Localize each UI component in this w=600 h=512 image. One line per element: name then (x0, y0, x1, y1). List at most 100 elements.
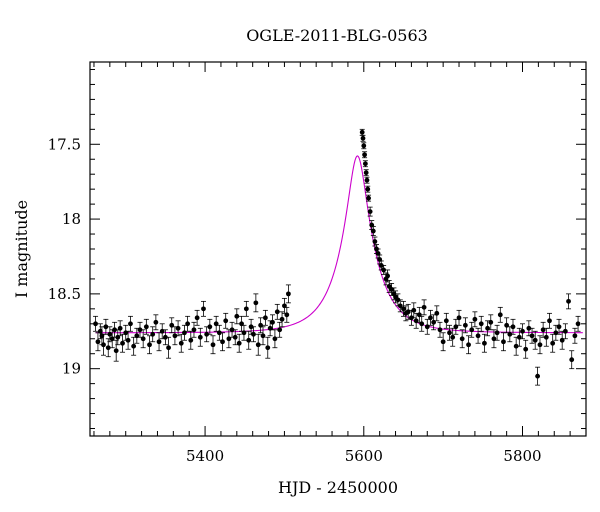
data-point (127, 315, 133, 332)
data-point (234, 308, 240, 325)
data-point (546, 312, 552, 329)
data-point (537, 335, 543, 355)
y-tick-label: 18 (62, 210, 81, 228)
data-point (569, 350, 575, 370)
data-point (93, 315, 99, 332)
data-point (365, 185, 371, 193)
data-point (481, 333, 487, 353)
data-point (550, 333, 556, 353)
data-point (566, 293, 572, 310)
data-point (188, 330, 194, 350)
data-point (150, 326, 156, 343)
data-point (220, 332, 226, 352)
data-point (281, 297, 287, 314)
data-point (362, 160, 368, 168)
data-point (437, 321, 443, 338)
data-point (469, 321, 475, 338)
data-point (440, 332, 446, 352)
data-point (360, 134, 366, 142)
data-point (274, 303, 280, 320)
data-point (166, 336, 172, 359)
x-tick-labels: 5400 5600 5800 (186, 447, 542, 465)
data-point (419, 315, 425, 332)
data-point (434, 305, 440, 322)
y-tick-labels: 17.5 18 18.5 19 (48, 135, 81, 377)
data-point (400, 300, 406, 317)
data-point (443, 312, 449, 329)
data-point (462, 317, 468, 334)
data-point (243, 300, 249, 317)
data-point (459, 329, 465, 349)
y-tick-label: 18.5 (48, 285, 81, 303)
data-point (361, 142, 367, 150)
data-point (250, 326, 256, 343)
data-point (178, 333, 184, 353)
data-point (117, 320, 123, 337)
plot-frame (89, 61, 587, 437)
data-point (279, 311, 285, 328)
data-point (526, 320, 532, 337)
data-point (488, 314, 494, 331)
data-point (169, 317, 175, 334)
data-point (232, 329, 238, 346)
data-point (532, 330, 538, 350)
data-point (143, 318, 149, 335)
data-point (185, 315, 191, 332)
data-point (260, 326, 266, 346)
data-point (95, 332, 101, 352)
data-point (466, 335, 472, 355)
data-point (367, 206, 373, 217)
data-point (363, 169, 369, 177)
data-point (572, 327, 578, 344)
data-point (285, 284, 291, 304)
data-point (131, 336, 137, 356)
data-point (181, 324, 187, 341)
axis-ticks (90, 62, 587, 436)
data-point (107, 326, 113, 343)
data-point (210, 335, 216, 355)
data-point (194, 309, 200, 326)
data-point (456, 309, 462, 326)
y-tick-label: 19 (62, 360, 81, 378)
x-axis-label: HJD - 2450000 (278, 478, 398, 497)
data-point (120, 333, 126, 353)
x-tick-label: 5600 (345, 447, 383, 465)
data-point (241, 324, 247, 341)
data-point (372, 236, 378, 247)
data-point (421, 299, 427, 316)
data-point (262, 309, 268, 326)
data-point (575, 315, 581, 332)
data-point (559, 330, 565, 350)
data-point (411, 302, 417, 319)
data-point (562, 323, 568, 340)
data-point (223, 312, 229, 329)
data-point (491, 329, 497, 349)
data-point (200, 300, 206, 317)
data-points (93, 128, 581, 386)
data-point (370, 226, 376, 236)
data-point (175, 320, 181, 337)
data-point (523, 339, 529, 359)
data-point (207, 318, 213, 335)
data-point (500, 332, 506, 352)
data-point (112, 321, 118, 338)
data-point (255, 333, 261, 356)
data-point (253, 293, 259, 313)
data-point (535, 366, 541, 386)
data-point (191, 321, 197, 338)
x-tick-label: 5400 (186, 447, 224, 465)
data-point (516, 327, 522, 347)
data-point (453, 318, 459, 335)
data-point (478, 315, 484, 332)
y-axis-label: I magnitude (12, 200, 31, 298)
model-curve (95, 155, 583, 334)
data-point (507, 326, 513, 343)
data-point (497, 306, 503, 323)
data-point (153, 314, 159, 331)
data-point (156, 332, 162, 352)
chart-title: OGLE-2011-BLG-0563 (246, 26, 428, 45)
data-point (272, 329, 278, 349)
data-point (529, 327, 535, 344)
data-point (475, 327, 481, 344)
